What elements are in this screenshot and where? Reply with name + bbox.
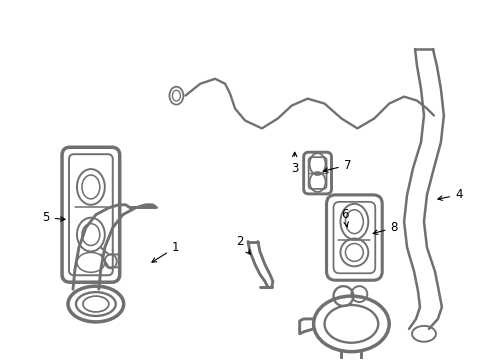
Text: 4: 4	[438, 188, 463, 201]
Text: 3: 3	[291, 152, 298, 175]
Text: 6: 6	[341, 208, 348, 227]
Text: 1: 1	[152, 241, 179, 262]
Text: 2: 2	[236, 235, 250, 254]
Text: 7: 7	[323, 159, 351, 172]
Text: 5: 5	[43, 211, 65, 224]
Text: 8: 8	[373, 221, 398, 234]
